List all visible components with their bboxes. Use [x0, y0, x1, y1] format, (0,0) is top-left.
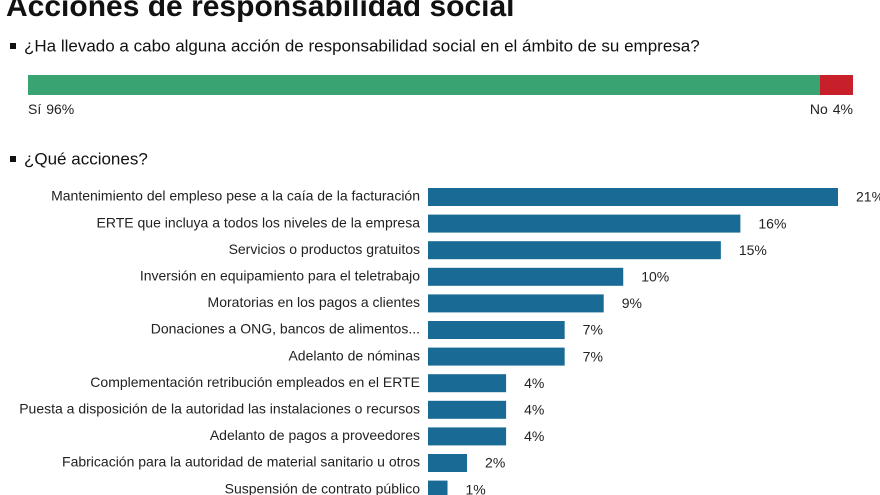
value-label: 9% — [622, 295, 642, 311]
category-label: Inversión en equipamiento para el teletr… — [140, 268, 420, 284]
segment-label: Sí 96% — [28, 101, 74, 117]
category-label: Adelanto de pagos a proveedores — [210, 427, 420, 443]
legend-name: No — [810, 101, 828, 117]
bar — [428, 347, 565, 366]
bar — [428, 454, 468, 472]
value-label: 7% — [583, 348, 603, 364]
category-label: Fabricación para la autoridad de materia… — [62, 454, 420, 470]
value-label: 1% — [466, 481, 486, 495]
value-label: 21% — [856, 189, 880, 205]
value-label: 4% — [524, 402, 544, 418]
question: ¿Qué acciones? — [24, 149, 148, 168]
category-label: Complementación retribución empleados en… — [90, 374, 420, 390]
value-label: 15% — [739, 242, 767, 258]
value-label: 2% — [485, 455, 505, 471]
chart-title: Acciones de responsabilidad social — [6, 0, 515, 23]
bar — [428, 480, 448, 495]
category-label: Puesta a disposición de la autoridad las… — [19, 401, 420, 417]
bar — [428, 400, 507, 419]
category-label: Donaciones a ONG, bancos de alimentos... — [151, 321, 420, 337]
value-label: 4% — [524, 375, 544, 391]
bar — [428, 321, 565, 339]
legend-name: Sí — [28, 101, 41, 117]
bullet — [10, 156, 16, 162]
value-label: 7% — [583, 322, 603, 338]
bullet — [10, 43, 16, 49]
bar — [428, 188, 838, 206]
bar — [428, 427, 507, 446]
value-label: 16% — [758, 215, 786, 231]
question: ¿Ha llevado a cabo alguna acción de resp… — [24, 36, 700, 55]
value-label: 96% — [46, 101, 74, 117]
category-label: Servicios o productos gratuitos — [229, 241, 420, 257]
value-label: 4% — [833, 101, 853, 117]
bar-segment — [820, 75, 853, 95]
category-label: Mantenimiento del empleso pese a la caía… — [51, 188, 420, 204]
bar-segment — [28, 75, 820, 95]
bar — [428, 294, 604, 313]
value-label: 4% — [524, 428, 544, 444]
value-label: 10% — [641, 269, 669, 285]
bar — [428, 241, 721, 260]
bar — [428, 374, 507, 393]
category-label: ERTE que incluya a todos los niveles de … — [97, 214, 421, 230]
segment-label: No 4% — [810, 101, 853, 117]
category-label: Adelanto de nóminas — [288, 347, 420, 363]
category-label: Moratorias en los pagos a clientes — [208, 294, 420, 310]
bar — [428, 267, 624, 286]
bar — [428, 214, 741, 233]
category-label: Suspensión de contrato público — [225, 480, 421, 495]
